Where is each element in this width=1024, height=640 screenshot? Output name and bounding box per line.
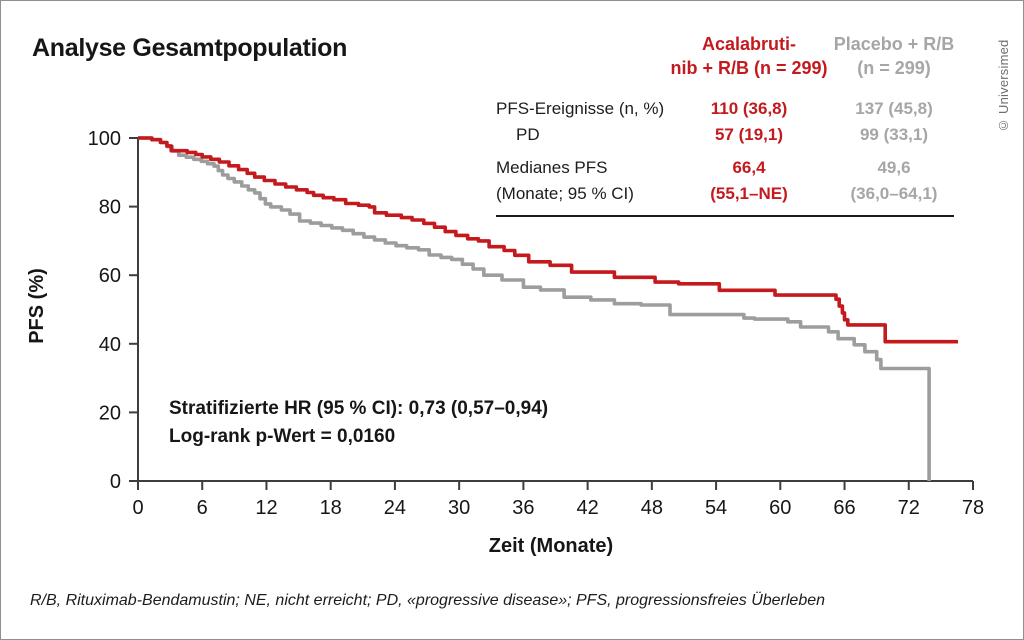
y-tick-label: 100 <box>88 128 121 150</box>
x-tick-label: 24 <box>384 497 406 519</box>
x-tick-label: 78 <box>962 497 984 519</box>
table-divider <box>496 215 954 217</box>
x-tick-label: 12 <box>255 497 277 519</box>
x-tick-label: 30 <box>448 497 470 519</box>
column-header-acalabrutinib-line1: Acalabruti- <box>701 34 797 54</box>
pd-acalabrutinib-value: 57 (19,1) <box>714 125 784 144</box>
hr-annotation-line1: Stratifizierte HR (95 % CI): 0,73 (0,57–… <box>169 398 549 419</box>
x-tick-label: 72 <box>898 497 920 519</box>
hr-annotation-line2: Log-rank p-Wert = 0,0160 <box>169 426 396 447</box>
acalabrutinib-curve <box>138 136 958 344</box>
x-tick-label: 60 <box>769 497 791 519</box>
x-tick-label: 48 <box>641 497 663 519</box>
x-tick-label: 42 <box>576 497 598 519</box>
median-pfs-placebo-ci: (36,0–64,1) <box>850 184 938 203</box>
footnote: R/B, Rituximab-Bendamustin; NE, nicht er… <box>30 592 826 609</box>
page-title: Analyse Gesamtpopulation <box>32 34 348 62</box>
x-axis-label: Zeit (Monate) <box>488 535 614 557</box>
column-header-acalabrutinib-line2: nib + R/B (n = 299) <box>670 58 828 78</box>
x-tick-label: 66 <box>833 497 855 519</box>
y-tick-label: 80 <box>99 197 121 219</box>
x-tick-label: 18 <box>320 497 342 519</box>
y-tick-label: 40 <box>99 334 121 356</box>
x-tick-label: 0 <box>132 497 143 519</box>
x-tick-label: 36 <box>512 497 534 519</box>
row-label-pfs-events: PFS-Ereignisse (n, %) <box>496 99 665 118</box>
hr-annotation: Stratifizierte HR (95 % CI): 0,73 (0,57–… <box>169 395 548 451</box>
placebo-curve <box>138 136 931 481</box>
y-tick-label: 60 <box>99 265 121 287</box>
y-tick-label: 0 <box>110 471 121 493</box>
row-label-median-pfs-line2: (Monate; 95 % CI) <box>496 184 634 203</box>
column-header-placebo-line1: Placebo + R/B <box>833 34 955 54</box>
x-tick-label: 54 <box>705 497 727 519</box>
y-axis-label: PFS (%) <box>26 268 48 344</box>
column-header-placebo-line2: (n = 299) <box>857 58 931 78</box>
row-label-pd: PD <box>516 125 540 144</box>
pd-placebo-value: 99 (33,1) <box>859 125 929 144</box>
pfs-events-acalabrutinib-value: 110 (36,8) <box>710 99 788 118</box>
y-tick-label: 20 <box>99 402 121 424</box>
pfs-events-placebo-value: 137 (45,8) <box>855 99 933 118</box>
median-pfs-acalabrutinib-ci: (55,1–NE) <box>710 184 788 203</box>
median-pfs-acalabrutinib-value: 66,4 <box>732 158 766 177</box>
x-tick-label: 6 <box>197 497 208 519</box>
median-pfs-placebo-value: 49,6 <box>877 158 911 177</box>
row-label-median-pfs-line1: Medianes PFS <box>496 158 608 177</box>
